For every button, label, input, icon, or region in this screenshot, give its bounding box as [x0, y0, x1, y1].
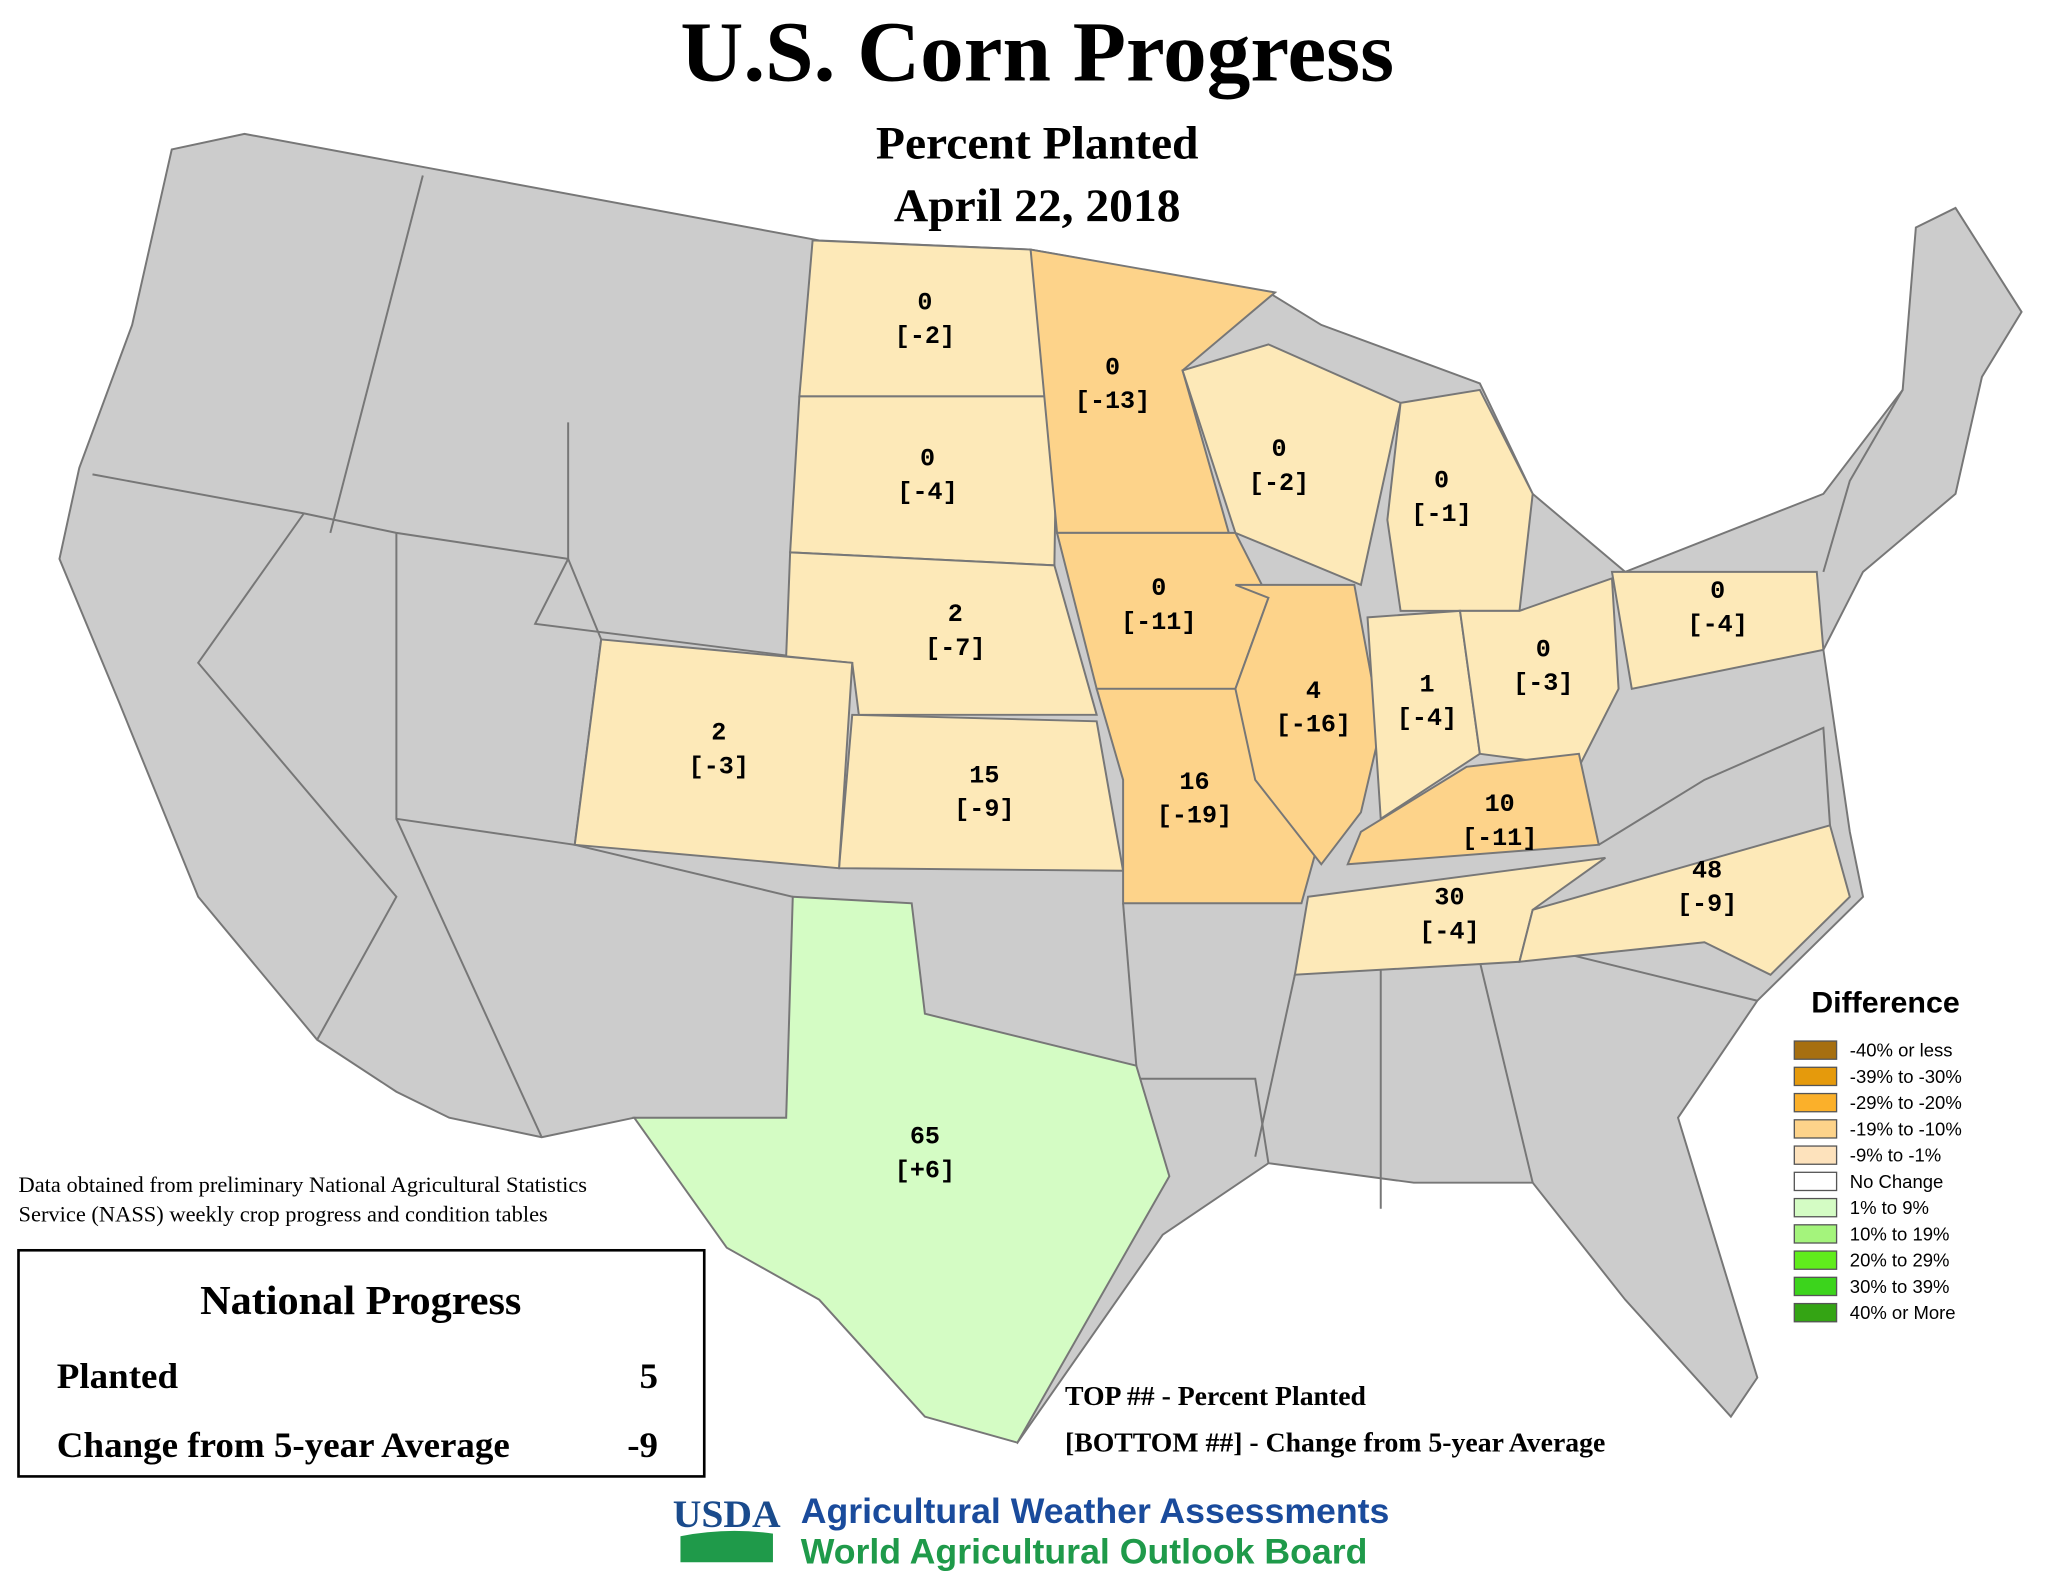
planted-label: 10 [1485, 791, 1515, 819]
change-label: [-7] [925, 635, 985, 663]
planted-label: 2 [948, 601, 963, 629]
change-label: [-11] [1121, 609, 1196, 637]
planted-label: 48 [1692, 857, 1722, 885]
national-label: Planted [57, 1355, 178, 1396]
change-label: [-9] [1677, 891, 1737, 919]
legend-swatch [1793, 1066, 1838, 1087]
logo-text: USDA [673, 1492, 781, 1536]
change-label: [-11] [1462, 825, 1537, 853]
change-label: [+6] [895, 1158, 955, 1186]
source-note: Data obtained from preliminary National … [18, 1172, 587, 1197]
legend-label: 30% to 39% [1850, 1276, 1950, 1297]
legend-swatch [1793, 1119, 1838, 1139]
colored-states: 0[-2]0[-4]2[-7]15[-9]2[-3]0[-13]0[-11]16… [573, 239, 1851, 1444]
change-label: [-3] [689, 753, 749, 781]
legend-swatch [1793, 1092, 1838, 1113]
planted-label: 2 [711, 720, 726, 748]
legend-swatch [1793, 1250, 1838, 1270]
legend-swatch [1793, 1197, 1838, 1218]
legend-label: 40% or More [1850, 1302, 1956, 1323]
national-box [17, 1248, 706, 1478]
change-label: [-3] [1513, 670, 1573, 698]
legend-label: No Change [1850, 1171, 1943, 1192]
state [1029, 248, 1278, 534]
legend-label: -9% to -1% [1850, 1145, 1941, 1166]
planted-label: 16 [1179, 769, 1209, 797]
legend-label: 1% to 9% [1850, 1197, 1929, 1218]
state [1518, 824, 1851, 976]
change-label: [-4] [1419, 919, 1479, 947]
legend-swatch [1793, 1040, 1838, 1060]
legend-label: -19% to -10% [1850, 1119, 1962, 1140]
map-date: April 22, 2018 [894, 180, 1181, 232]
legend-swatch [1793, 1171, 1838, 1192]
planted-label: 0 [1710, 578, 1725, 606]
planted-label: 30 [1434, 885, 1464, 913]
legend-label: -29% to -20% [1850, 1092, 1962, 1113]
legend-swatch [1793, 1302, 1838, 1323]
footer-line: Agricultural Weather Assessments [801, 1492, 1390, 1531]
legend-label: 10% to 19% [1850, 1224, 1950, 1245]
change-label: [-16] [1276, 712, 1351, 740]
planted-label: 0 [1271, 436, 1286, 464]
planted-label: 0 [1151, 575, 1166, 603]
change-label: [-4] [1397, 705, 1457, 733]
state [1181, 343, 1402, 587]
state [1234, 583, 1382, 866]
map-title: U.S. Corn Progress [680, 4, 1394, 99]
legend: Difference -40% or less -39% to -30% -29% … [1793, 987, 1962, 1323]
state [573, 638, 854, 870]
us-map: 0[-2]0[-4]2[-7]15[-9]2[-3]0[-13]0[-11]16… [58, 132, 2023, 1445]
change-label: [-13] [1075, 388, 1150, 416]
key-line: TOP ## - Percent Planted [1065, 1380, 1366, 1411]
change-label: [-9] [954, 796, 1014, 824]
national-value: 5 [640, 1355, 658, 1396]
planted-label: 15 [969, 763, 999, 791]
legend-label: -39% to -30% [1850, 1066, 1962, 1087]
state [632, 895, 1171, 1444]
change-label: [-4] [1688, 612, 1748, 640]
state [837, 713, 1125, 872]
usda-logo: USDA [673, 1492, 781, 1563]
map-subtitle: Percent Planted [876, 118, 1199, 170]
legend-label: 20% to 29% [1850, 1250, 1950, 1271]
national-label: Change from 5-year Average [57, 1424, 510, 1465]
key-line: [BOTTOM ##] - Change from 5-year Average [1065, 1427, 1605, 1458]
change-label: [-2] [1249, 470, 1309, 498]
change-label: [-2] [895, 323, 955, 351]
planted-label: 0 [1536, 636, 1551, 664]
change-label: [-19] [1157, 803, 1232, 831]
planted-label: 0 [1434, 468, 1449, 496]
legend-label: -40% or less [1850, 1040, 1953, 1061]
national-value: -9 [627, 1424, 658, 1465]
source-note: Service (NASS) weekly crop progress and … [18, 1202, 547, 1227]
national-title: National Progress [200, 1278, 521, 1324]
legend-swatch [1793, 1145, 1838, 1165]
state [1610, 570, 1825, 690]
planted-label: 0 [1105, 354, 1120, 382]
planted-label: 65 [910, 1124, 940, 1152]
state [798, 239, 1059, 398]
state [1346, 752, 1600, 866]
legend-swatch [1793, 1224, 1838, 1244]
planted-label: 4 [1306, 678, 1321, 706]
change-label: [-4] [897, 479, 957, 507]
planted-label: 0 [917, 289, 932, 317]
legend-title: Difference [1811, 987, 1960, 1020]
logo-field [680, 1530, 773, 1563]
change-label: [-1] [1411, 501, 1471, 529]
planted-label: 1 [1419, 672, 1434, 700]
planted-label: 0 [920, 445, 935, 473]
footer-line: World Agricultural Outlook Board [801, 1533, 1368, 1572]
legend-swatch [1793, 1276, 1838, 1297]
state [1458, 576, 1620, 768]
